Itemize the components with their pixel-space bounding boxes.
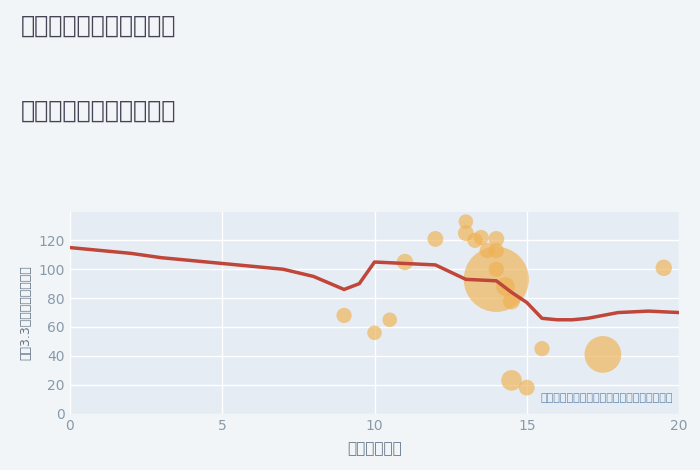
Point: [491, 275, 502, 283]
Point: [521, 384, 532, 392]
Point: [506, 297, 517, 305]
Point: [658, 264, 669, 272]
Point: [430, 235, 441, 243]
Point: [461, 218, 472, 225]
Point: [491, 266, 502, 273]
Point: [597, 351, 608, 358]
X-axis label: 駅距離（分）: 駅距離（分）: [347, 441, 402, 456]
Point: [461, 229, 472, 237]
Text: 奈良県奈良市三条大路の: 奈良県奈良市三条大路の: [21, 14, 176, 38]
Point: [536, 345, 547, 352]
Point: [491, 247, 502, 254]
Point: [506, 376, 517, 384]
Point: [482, 247, 493, 254]
Point: [470, 236, 481, 244]
Point: [491, 235, 502, 243]
Text: 円の大きさは、取引のあった物件面積を示す: 円の大きさは、取引のあった物件面積を示す: [540, 393, 673, 403]
Point: [384, 316, 395, 323]
Point: [369, 329, 380, 337]
Point: [475, 234, 486, 241]
Text: 駅距離別中古戸建て価格: 駅距離別中古戸建て価格: [21, 99, 176, 123]
Y-axis label: 坪（3.3㎡）単価（万円）: 坪（3.3㎡）単価（万円）: [20, 265, 32, 360]
Point: [500, 283, 511, 290]
Point: [339, 312, 350, 319]
Point: [399, 258, 410, 266]
